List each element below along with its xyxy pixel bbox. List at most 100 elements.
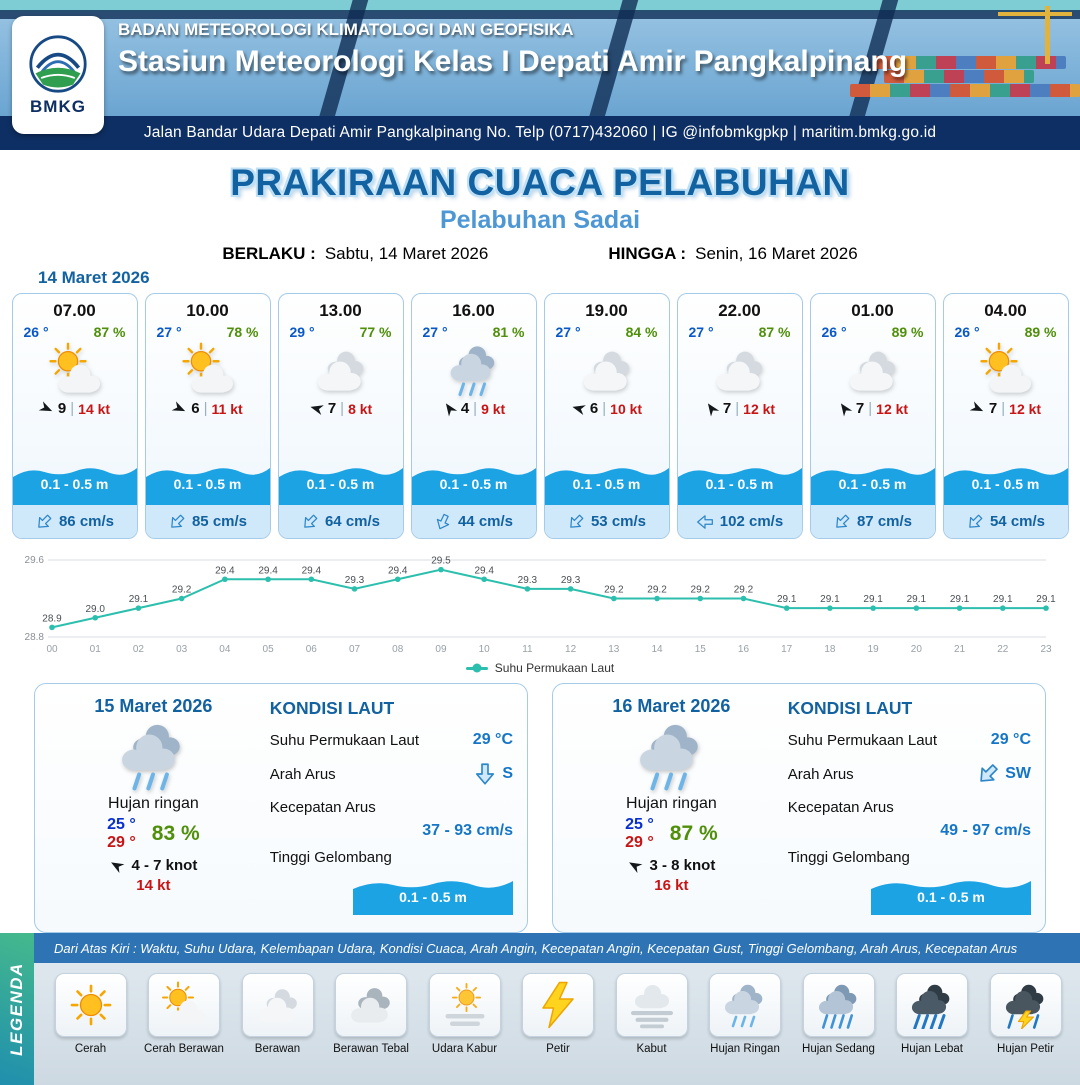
forecast-card: 04.00 26 ° 89 % 7 | 12 kt 0.1 - 0.5 m [942, 293, 1069, 539]
berlaku-value: Sabtu, 14 Maret 2026 [324, 244, 489, 263]
svg-text:12: 12 [565, 644, 577, 655]
wave-height-badge: 0.1 - 0.5 m [145, 459, 270, 505]
weather-icon [975, 342, 1037, 398]
forecast-card: 19.00 27 ° 84 % 6 | 10 kt 0.1 - 0.5 m [543, 293, 670, 539]
humidity: 89 % [891, 324, 924, 340]
wind-range: 3 - 8 knot [649, 857, 716, 874]
legend-icon-tile [54, 973, 127, 1037]
current-speed: 85 cm/s [191, 513, 248, 530]
wave-height-label: Tinggi Gelombang [787, 849, 910, 866]
svg-text:29.6: 29.6 [25, 555, 45, 566]
sst-label: Suhu Permukaan Laut [787, 731, 938, 749]
svg-text:23: 23 [1040, 644, 1052, 655]
wave-height-label: Tinggi Gelombang [269, 849, 392, 866]
forecast-card: 10.00 27 ° 78 % 6 | 11 kt 0.1 - 0.5 m [144, 293, 271, 539]
legend-weather-icon [65, 981, 117, 1029]
legend-item-label: Cerah [74, 1043, 107, 1055]
page-title: PRAKIRAAN CUACA PELABUHAN [230, 162, 850, 203]
current-speed-label: Kecepatan Arus [269, 799, 376, 816]
wind-gust: 11 kt [211, 400, 243, 417]
svg-text:29.1: 29.1 [1036, 594, 1056, 605]
sst-value: 29 °C [990, 731, 1031, 748]
wave-shape [278, 468, 403, 505]
forecast-card: 01.00 26 ° 89 % 7 | 12 kt 0.1 - 0.5 m [809, 293, 936, 539]
wind-row: 4 | 9 kt [441, 400, 505, 417]
legenda-strip: LEGENDA [0, 933, 34, 1085]
svg-text:28.9: 28.9 [42, 613, 62, 624]
legend-item: Hujan Ringan [700, 973, 790, 1055]
svg-text:06: 06 [306, 644, 318, 655]
wind-row: 7 | 12 kt [969, 400, 1041, 417]
current-direction-text: S [502, 765, 513, 782]
humidity: 87 % [93, 324, 126, 340]
svg-text:29.3: 29.3 [518, 575, 538, 586]
summary-weather-column: 15 Maret 2026 Hujan ringan 25 ° 83 % 29 … [49, 696, 258, 920]
wind-row: 6 | 11 kt [172, 400, 243, 417]
current-direction-icon [33, 511, 55, 532]
temp-humidity-row: 26 ° 87 % [24, 324, 126, 340]
current-direction-icon [565, 511, 587, 532]
current-speed: 87 cm/s [856, 513, 913, 530]
wind-speed: 9 [57, 400, 67, 417]
legend-item-label: Hujan Lebat [900, 1043, 964, 1055]
legend-icon-tile [615, 973, 688, 1037]
humidity: 81 % [492, 324, 525, 340]
forecast-card: 13.00 29 ° 77 % 7 | 8 kt 0.1 - 0.5 m [277, 293, 404, 539]
separator: | [735, 400, 740, 417]
weather-description: Hujan ringan [108, 795, 199, 812]
separator: | [1001, 400, 1006, 417]
svg-text:29.1: 29.1 [820, 594, 840, 605]
wave-shape [145, 468, 270, 505]
wind-direction-icon [969, 401, 986, 416]
forecast-time: 13.00 [319, 301, 362, 320]
wave-height-value: 0.1 - 0.5 m [439, 476, 508, 492]
wind-speed: 6 [191, 400, 200, 417]
legend-weather-icon [719, 981, 771, 1029]
current-row: 85 cm/s [145, 505, 270, 538]
svg-text:29.4: 29.4 [215, 565, 235, 576]
separator: | [868, 400, 873, 417]
wind-gust: 14 kt [78, 400, 111, 417]
hingga-label: HINGGA : [608, 244, 687, 263]
svg-text:19: 19 [868, 644, 880, 655]
legend-items: Cerah Cerah Berawan Berawan [0, 963, 1080, 1055]
wave-height-value: 0.1 - 0.5 m [917, 889, 985, 905]
weather-icon [44, 342, 106, 398]
wind-direction-icon [308, 402, 324, 415]
air-temperature: 29 ° [289, 324, 315, 340]
daily-summary-row: 15 Maret 2026 Hujan ringan 25 ° 83 % 29 … [0, 675, 1080, 933]
current-direction-icon [433, 511, 453, 532]
wave-height-badge: 0.1 - 0.5 m [871, 875, 1031, 915]
svg-text:29.0: 29.0 [85, 604, 105, 615]
legend-icon-tile [241, 973, 314, 1037]
bmkg-logo-text: BMKG [30, 96, 86, 116]
wave-shape [810, 468, 935, 505]
legend-icon-tile [148, 973, 220, 1037]
svg-text:22: 22 [997, 644, 1009, 655]
current-direction-icon [299, 511, 321, 532]
wave-height-value: 0.1 - 0.5 m [173, 476, 242, 492]
legend-item-label: Berawan Tebal [333, 1043, 409, 1055]
humidity: 87 % [669, 822, 718, 845]
legend-weather-icon [158, 981, 210, 1029]
humidity: 89 % [1024, 324, 1057, 340]
air-temperature: 26 ° [954, 324, 980, 340]
svg-text:09: 09 [435, 644, 447, 655]
min-temperature: 25 ° [625, 816, 654, 833]
svg-text:15: 15 [695, 644, 707, 655]
wave-shape [871, 881, 1031, 915]
wave-height-row: Tinggi Gelombang [788, 849, 1031, 866]
legend-weather-icon [345, 981, 397, 1029]
wind-gust: 12 kt [876, 400, 909, 417]
svg-text:28.8: 28.8 [25, 632, 45, 643]
legend-item: Kabut [607, 973, 697, 1055]
svg-text:14: 14 [651, 644, 663, 655]
svg-text:03: 03 [176, 644, 188, 655]
current-row: 102 cm/s [677, 505, 802, 538]
separator: | [70, 400, 75, 417]
legend-item-label: Hujan Sedang [802, 1043, 875, 1055]
wave-height-value: 0.1 - 0.5 m [399, 889, 467, 905]
current-row: 53 cm/s [544, 505, 669, 538]
current-row: 86 cm/s [12, 505, 137, 538]
